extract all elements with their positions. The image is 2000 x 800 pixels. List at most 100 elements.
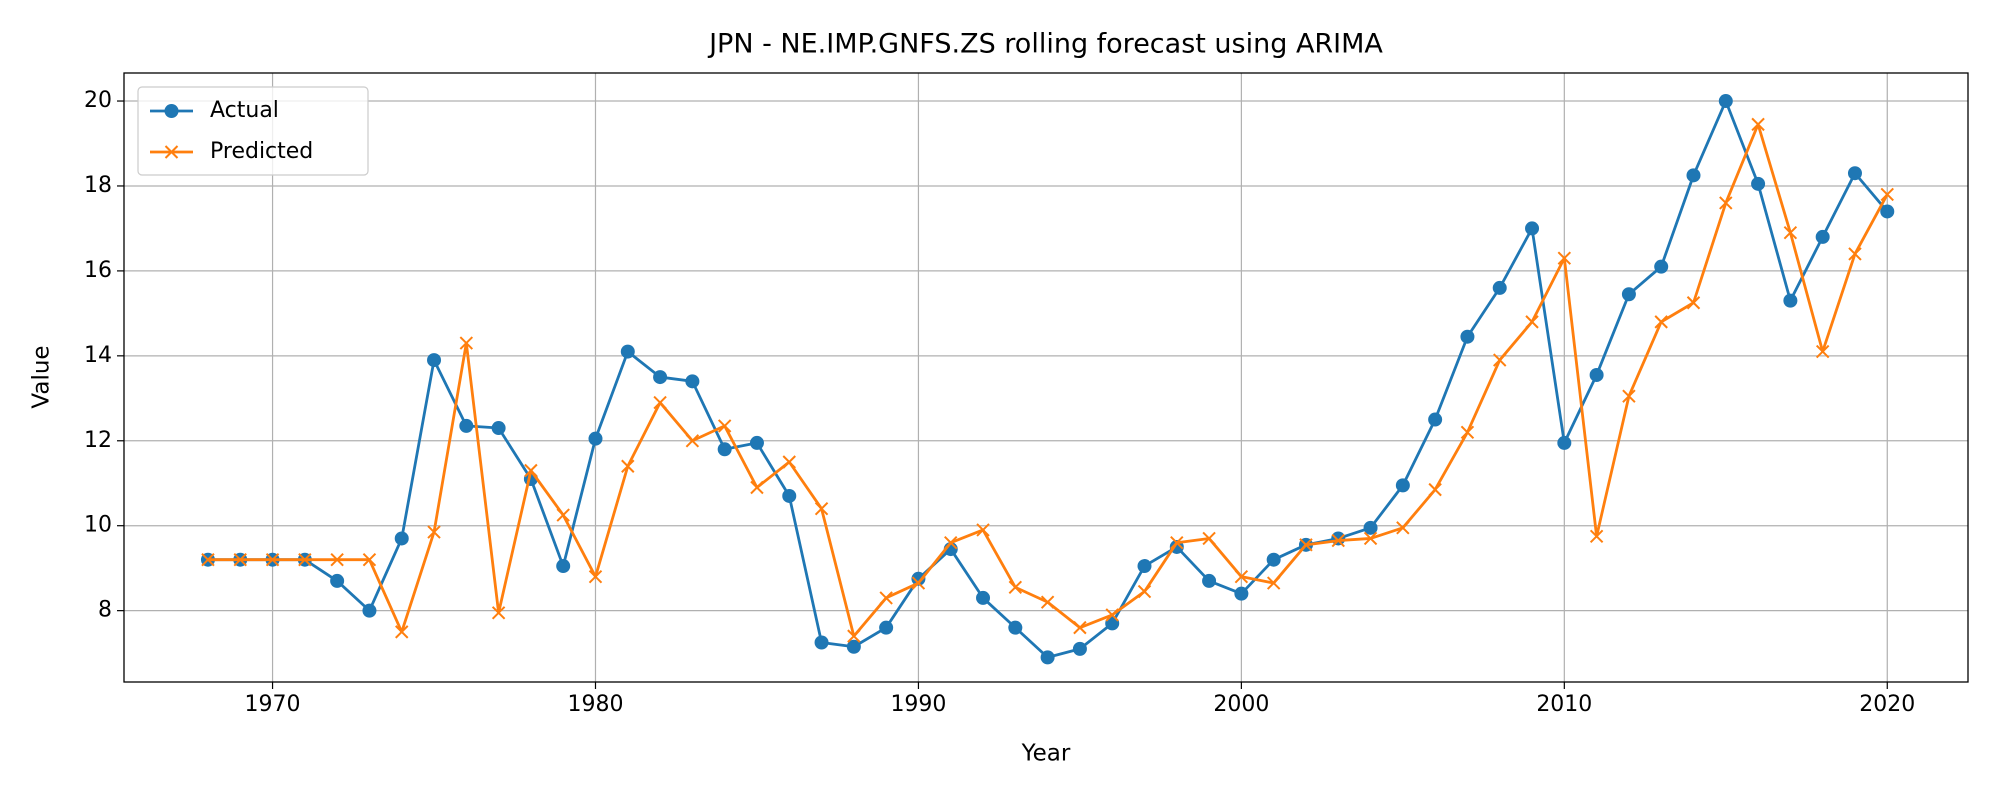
point	[1880, 204, 1895, 219]
x-marker	[1234, 569, 1249, 584]
x-marker	[1848, 247, 1862, 261]
y-tick-label: 16	[84, 258, 112, 283]
x-marker	[621, 459, 635, 473]
legend-box	[137, 86, 369, 176]
x-marker	[1719, 196, 1733, 210]
point	[1621, 287, 1636, 302]
x-marker	[1880, 187, 1894, 202]
point	[879, 620, 894, 635]
point	[1395, 478, 1410, 493]
legend-label: Actual	[210, 98, 279, 123]
point	[1589, 367, 1604, 382]
x-marker	[1686, 296, 1701, 310]
point	[1751, 176, 1766, 191]
point	[1072, 641, 1087, 656]
point	[685, 374, 700, 389]
y-tick-label: 18	[84, 173, 112, 198]
x-marker	[491, 606, 506, 620]
legend-marker	[164, 104, 179, 118]
x-marker	[685, 434, 700, 448]
x-marker	[1525, 315, 1539, 329]
point	[846, 639, 861, 654]
x-tick-label: 1980	[567, 692, 623, 717]
point	[1363, 520, 1378, 535]
point	[1266, 552, 1281, 567]
x-tick-label: 2000	[1213, 692, 1269, 717]
legend-marker	[164, 145, 179, 159]
y-tick-label: 10	[84, 513, 112, 538]
point	[556, 559, 571, 574]
x-marker	[944, 535, 958, 550]
x-marker	[1266, 576, 1281, 590]
point	[1008, 620, 1023, 635]
point	[491, 421, 506, 436]
x-marker	[1783, 225, 1798, 240]
x-marker	[653, 395, 667, 410]
point	[1718, 94, 1733, 109]
plot-frame	[123, 72, 1969, 683]
point	[1137, 559, 1152, 574]
point	[1105, 616, 1120, 631]
x-marker	[1363, 531, 1378, 546]
x-marker	[814, 502, 829, 516]
x-marker	[1654, 315, 1668, 329]
point	[330, 573, 345, 588]
point	[1654, 259, 1669, 274]
x-marker	[911, 576, 926, 590]
point	[1815, 229, 1830, 244]
point	[1686, 168, 1701, 183]
x-marker	[524, 463, 538, 478]
x-marker	[1040, 595, 1055, 609]
x-marker	[847, 629, 861, 643]
y-tick-label: 8	[98, 598, 112, 623]
x-marker	[1493, 353, 1507, 367]
y-tick-label: 12	[84, 428, 112, 453]
x-marker	[1396, 521, 1410, 535]
x-marker	[1105, 608, 1119, 622]
x-marker	[330, 552, 344, 567]
x-marker	[1008, 580, 1023, 595]
point	[620, 344, 635, 359]
x-marker	[362, 552, 377, 567]
legend-label: Predicted	[210, 139, 313, 164]
x-marker	[1751, 117, 1765, 132]
chart-title: JPN - NE.IMP.GNFS.ZS rolling forecast us…	[707, 29, 1383, 60]
series-line	[207, 122, 1889, 638]
x-marker	[1428, 482, 1442, 497]
x-marker	[265, 552, 280, 567]
x-marker	[459, 336, 474, 350]
point	[1557, 435, 1572, 450]
x-marker	[717, 419, 732, 433]
point	[1040, 650, 1055, 665]
x-marker	[588, 569, 603, 584]
point	[427, 353, 442, 368]
x-marker	[1137, 584, 1152, 599]
point	[459, 418, 474, 433]
x-marker	[1170, 535, 1184, 550]
y-tick-label: 14	[84, 343, 112, 368]
point	[1783, 293, 1798, 308]
x-marker	[1202, 531, 1216, 546]
point	[782, 488, 797, 503]
x-marker	[1073, 620, 1087, 635]
y-axis-label: Value	[29, 345, 55, 408]
x-marker	[1557, 251, 1572, 265]
legend: Actual Predicted	[137, 86, 369, 176]
point	[814, 635, 829, 650]
x-marker	[427, 525, 441, 539]
point	[1234, 586, 1249, 601]
point	[1847, 166, 1862, 181]
point	[1428, 412, 1443, 427]
x-tick-label: 2010	[1536, 692, 1592, 717]
x-tick-label: 1990	[890, 692, 946, 717]
x-marker	[233, 552, 247, 567]
point	[976, 590, 991, 605]
x-tick-label: 2020	[1859, 692, 1915, 717]
x-marker	[395, 625, 409, 639]
x-marker	[750, 480, 764, 495]
x-marker	[879, 591, 893, 605]
point	[1202, 573, 1217, 588]
point	[394, 531, 409, 546]
x-marker	[1460, 425, 1475, 439]
